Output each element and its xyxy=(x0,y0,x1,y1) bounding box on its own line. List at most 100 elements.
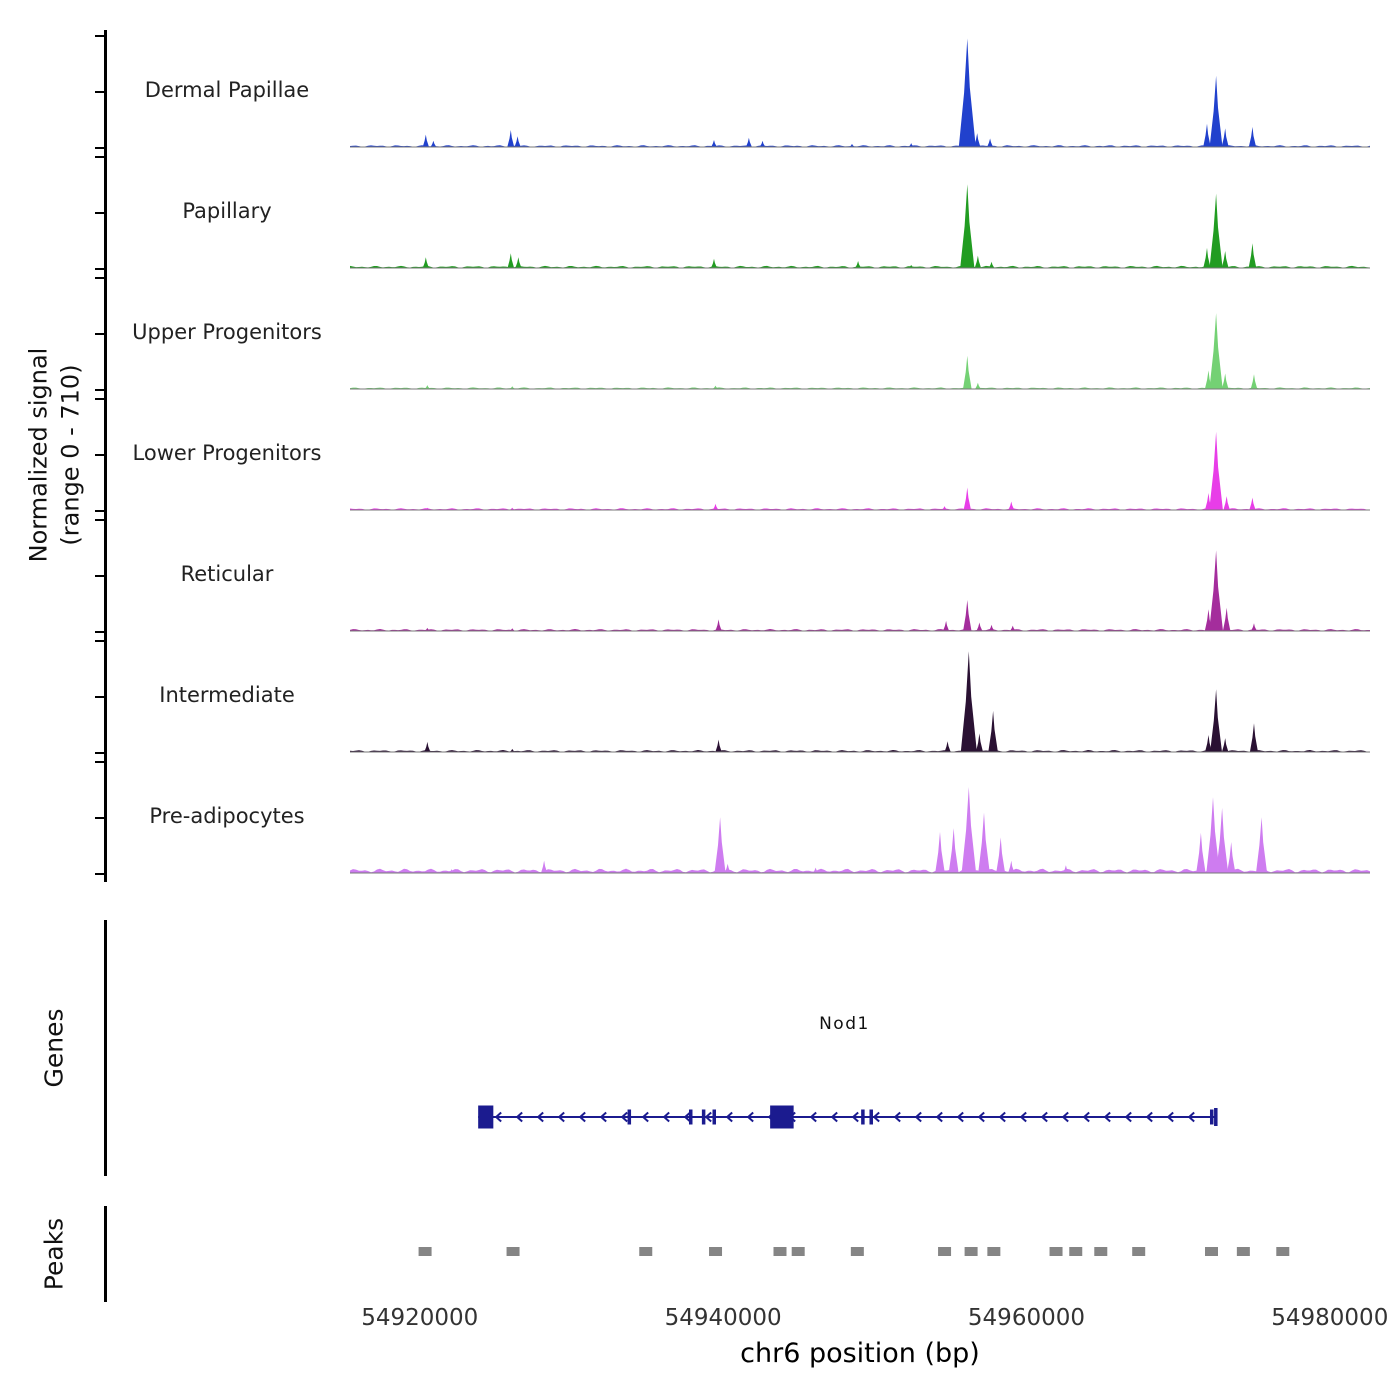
signal-noise xyxy=(350,868,1370,873)
strand-arrow-left-icon xyxy=(1082,1111,1090,1123)
signal-peak xyxy=(1223,496,1230,510)
y-axis-tick xyxy=(95,696,104,698)
signal-peak xyxy=(1221,251,1229,268)
peak-region-marker xyxy=(964,1247,978,1256)
signal-track-dermal-papillae: Dermal Papillae xyxy=(0,28,1400,149)
signal-peak xyxy=(745,137,752,147)
track-label: Upper Progenitors xyxy=(132,320,322,344)
signal-peak xyxy=(975,733,983,752)
signal-plot xyxy=(350,38,1370,148)
peak-region-marker xyxy=(1205,1247,1219,1256)
y-axis-tick xyxy=(95,333,104,335)
signal-peak xyxy=(759,140,766,147)
gene-track: Nod1 xyxy=(350,995,1370,1165)
signal-peak xyxy=(422,257,429,268)
signal-peak xyxy=(961,787,977,873)
y-axis-tick xyxy=(95,277,104,279)
signal-peak xyxy=(908,143,914,147)
x-tick-label: 54920000 xyxy=(361,1305,479,1331)
track-label: Pre-adipocytes xyxy=(149,804,305,828)
signal-peak xyxy=(973,133,981,147)
strand-arrow-left-icon xyxy=(1040,1111,1048,1123)
strand-arrow-left-icon xyxy=(1187,1111,1195,1123)
signal-peak xyxy=(963,355,972,389)
signal-peak xyxy=(515,257,522,268)
signal-peak xyxy=(960,651,977,752)
peak-region-marker xyxy=(773,1247,787,1256)
strand-arrow-left-icon xyxy=(557,1111,565,1123)
y-axis-tick xyxy=(95,640,104,642)
signal-peak xyxy=(715,739,722,752)
strand-arrow-left-icon xyxy=(809,1111,817,1123)
signal-peak xyxy=(1209,431,1223,510)
gene-exon xyxy=(627,1109,632,1125)
strand-arrow-left-icon xyxy=(830,1111,838,1123)
signal-track-upper-progenitors: Upper Progenitors xyxy=(0,270,1400,391)
track-label: Reticular xyxy=(180,562,274,586)
signal-peak xyxy=(711,140,717,147)
signal-peak xyxy=(1210,689,1222,752)
strand-arrow-left-icon xyxy=(599,1111,607,1123)
y-axis-tick xyxy=(95,873,104,875)
strand-arrow-left-icon xyxy=(1019,1111,1027,1123)
peak-region-marker xyxy=(850,1247,864,1256)
signal-peak xyxy=(514,136,521,147)
strand-arrow-left-icon xyxy=(683,1111,691,1123)
peak-region-marker xyxy=(1276,1247,1290,1256)
signal-peak xyxy=(1209,550,1223,631)
y-axis-tick xyxy=(95,35,104,37)
signal-peak xyxy=(976,622,983,631)
signal-peak xyxy=(944,741,951,752)
y-axis-tick xyxy=(95,147,104,149)
strand-arrow-left-icon xyxy=(1166,1111,1174,1123)
signal-peak xyxy=(507,130,515,147)
y-axis-tick xyxy=(95,761,104,763)
strand-arrow-left-icon xyxy=(515,1111,523,1123)
track-label: Papillary xyxy=(182,199,272,223)
strand-arrow-left-icon xyxy=(914,1111,922,1123)
strand-arrow-left-icon xyxy=(1124,1111,1132,1123)
gene-exon xyxy=(861,1109,865,1125)
signal-peak xyxy=(978,812,990,873)
strand-arrow-left-icon xyxy=(620,1111,628,1123)
y-axis-tick xyxy=(95,575,104,577)
peak-region-marker xyxy=(709,1247,723,1256)
signal-track-reticular: Reticular xyxy=(0,512,1400,633)
signal-peak xyxy=(1249,497,1256,510)
signal-peak xyxy=(908,264,914,268)
strand-arrow-left-icon xyxy=(494,1111,502,1123)
gene-exon xyxy=(869,1109,873,1125)
genes-axis-spine xyxy=(104,920,107,1176)
signal-tracks: Dermal Papillae Papillary Upper Progenitor… xyxy=(0,28,1400,878)
y-axis-tick xyxy=(95,519,104,521)
peak-region-marker xyxy=(1236,1247,1250,1256)
strand-arrow-left-icon xyxy=(956,1111,964,1123)
signal-peak xyxy=(958,38,976,147)
signal-peak xyxy=(1209,313,1223,389)
x-axis-title: chr6 position (bp) xyxy=(740,1338,980,1369)
peak-region-marker xyxy=(1132,1247,1146,1256)
strand-arrow-left-icon xyxy=(725,1111,733,1123)
signal-peak xyxy=(1248,126,1257,147)
y-axis-tick xyxy=(95,398,104,400)
y-axis-tick xyxy=(95,817,104,819)
signal-peak xyxy=(711,258,717,268)
signal-peak xyxy=(1216,807,1229,873)
peak-region-marker xyxy=(506,1247,520,1256)
peaks-section-label: Peaks xyxy=(39,1217,69,1291)
peak-region-marker xyxy=(938,1247,952,1256)
signal-track-lower-progenitors: Lower Progenitors xyxy=(0,391,1400,512)
signal-peak xyxy=(1196,832,1206,873)
x-tick-label: 54980000 xyxy=(1271,1305,1389,1331)
peaks-track xyxy=(350,1240,1370,1264)
signal-peak xyxy=(960,184,975,268)
peak-region-marker xyxy=(639,1247,653,1256)
signal-peak xyxy=(935,831,945,873)
signal-peak xyxy=(988,624,995,631)
signal-plot xyxy=(350,550,1370,632)
signal-peak xyxy=(424,741,431,752)
signal-peak xyxy=(1209,75,1223,147)
signal-peak xyxy=(988,710,998,752)
peak-region-marker xyxy=(1094,1247,1108,1256)
signal-peak xyxy=(1221,738,1229,752)
